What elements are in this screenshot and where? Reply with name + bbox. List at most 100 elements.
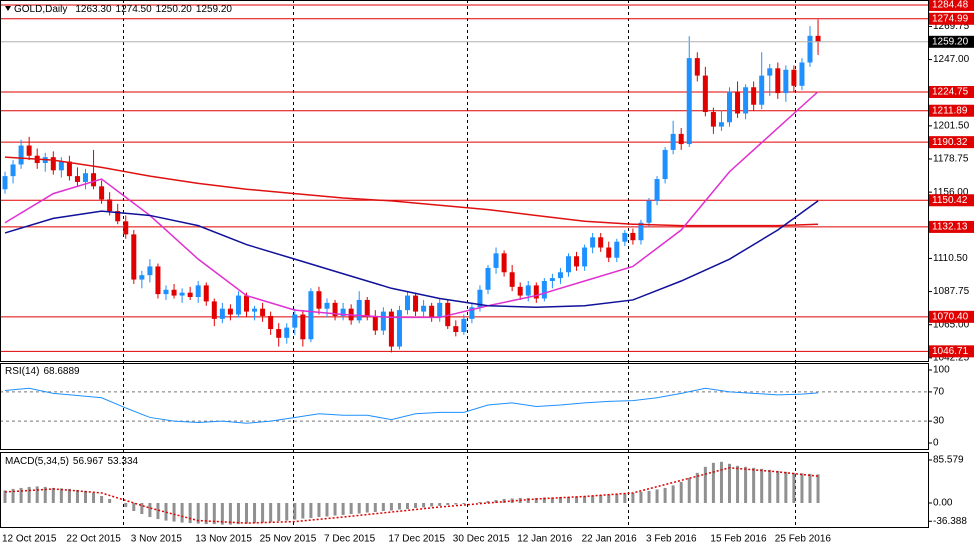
candle-body — [26, 145, 32, 156]
candle-body — [429, 305, 435, 318]
candle-body — [179, 292, 185, 296]
macd-bar — [349, 502, 353, 515]
x-tick-label: 22 Oct 2015 — [66, 534, 121, 545]
level-tag — [929, 220, 974, 233]
candle-body — [123, 221, 129, 235]
macd-bar — [454, 502, 458, 505]
macd-bar — [784, 471, 788, 503]
level-label: 1224.75 — [932, 87, 969, 98]
macd-bar — [140, 502, 144, 515]
candle-body — [646, 200, 652, 223]
level-tag — [929, 345, 974, 358]
candle-body — [260, 308, 266, 316]
macd-bar — [92, 492, 96, 503]
y-tick-label: 0.00 — [933, 498, 953, 509]
x-tick-label: 30 Dec 2015 — [453, 534, 510, 545]
macd-bar — [59, 488, 63, 503]
macd-bar — [567, 496, 570, 503]
level-label: 1070.40 — [932, 311, 969, 322]
macd-bar — [792, 472, 796, 503]
rsi-title: RSI(14) — [5, 366, 39, 377]
macd-bar — [301, 502, 305, 519]
macd-bar — [631, 492, 635, 503]
candle-body — [421, 305, 427, 312]
candle-body — [316, 291, 322, 309]
y-tick-label: 1156.00 — [933, 187, 969, 198]
y-tick-label: 1247.00 — [933, 54, 970, 65]
current-price-label: 1259.20 — [932, 36, 969, 47]
candle-body — [759, 75, 765, 105]
macd-bar — [623, 493, 627, 503]
x-tick-label: 12 Jan 2016 — [517, 534, 572, 545]
y-tick-label: 1201.50 — [933, 121, 970, 132]
candle-body — [807, 35, 813, 63]
macd-bar — [800, 473, 804, 503]
candle-body — [533, 285, 539, 299]
candle-body — [678, 133, 684, 145]
y-tick-label: 1087.75 — [933, 286, 970, 297]
rsi-value: 68.6889 — [43, 366, 80, 377]
macd-bar — [132, 502, 136, 512]
macd-bar — [703, 466, 707, 503]
high-value: 1274.50 — [116, 4, 153, 15]
x-tick-label: 3 Feb 2016 — [646, 534, 697, 545]
macd-bar — [148, 502, 152, 518]
candle-body — [783, 69, 789, 94]
candle-body — [485, 267, 491, 290]
candle-body — [815, 35, 821, 42]
macd-bar — [67, 488, 71, 503]
macd-bar — [558, 496, 562, 503]
candle-body — [50, 157, 56, 171]
candle-body — [18, 145, 24, 165]
candle-body — [469, 307, 475, 319]
macd-bar — [220, 502, 224, 525]
candle-body — [694, 58, 700, 76]
candle-body — [493, 253, 499, 268]
macd-bar — [575, 496, 579, 503]
candle-body — [292, 314, 298, 328]
macd-bar — [446, 502, 450, 505]
x-tick-label: 22 Jan 2016 — [582, 534, 637, 545]
candle-body — [235, 295, 241, 315]
macd-bar — [607, 494, 611, 503]
macd-bar — [309, 502, 313, 519]
macd-bar — [430, 502, 434, 507]
candle-body — [735, 91, 741, 114]
candle-body — [203, 285, 209, 302]
macd-bar — [591, 495, 595, 503]
macd-bar — [228, 502, 232, 525]
candle-body — [227, 308, 233, 315]
level-label: 1150.42 — [932, 195, 968, 206]
candle-body — [710, 112, 716, 127]
candle-body — [91, 173, 97, 187]
candle-body — [477, 289, 483, 308]
macd-bar — [27, 486, 31, 503]
indicator-line — [4, 156, 819, 227]
candle-body — [139, 275, 145, 280]
candle-body — [751, 87, 757, 105]
candle-body — [2, 176, 8, 190]
candle-body — [211, 301, 217, 319]
macd-bar — [663, 487, 667, 503]
candle-body — [509, 272, 515, 287]
y-tick-label: 1110.50 — [933, 253, 968, 264]
rsi-header: RSI(14) 68.6889 — [5, 366, 80, 377]
macd-bar — [245, 502, 248, 524]
candle-body — [445, 302, 451, 327]
macd-bar — [406, 502, 409, 510]
macd-bar — [285, 502, 289, 521]
macd-bar — [647, 490, 651, 503]
candle-body — [244, 295, 249, 312]
candle-body — [574, 256, 580, 267]
candle-body — [171, 289, 177, 296]
macd-bar — [43, 486, 47, 503]
macd-bar — [816, 474, 820, 503]
candle-body — [324, 302, 330, 309]
macd-bar — [639, 491, 643, 503]
macd-panel — [0, 452, 929, 528]
macd-bar — [373, 502, 377, 513]
macd-title: MACD(5,34,5) — [5, 456, 69, 467]
candle-body — [364, 299, 370, 316]
macd-bar — [261, 502, 265, 523]
